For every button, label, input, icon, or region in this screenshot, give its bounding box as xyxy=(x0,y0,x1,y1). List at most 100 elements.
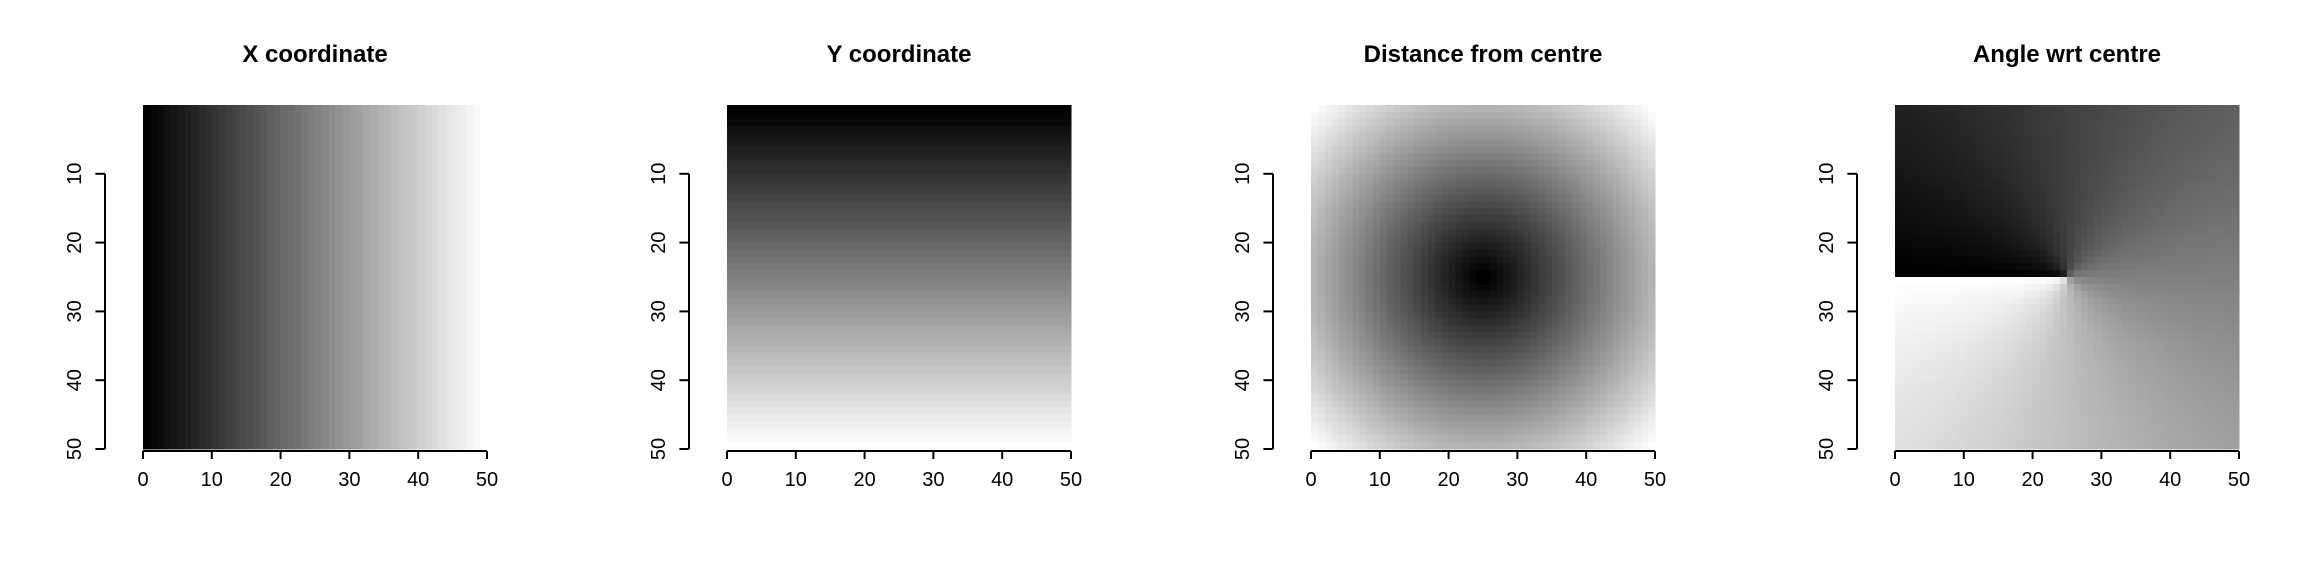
heatmap-cell xyxy=(885,325,893,333)
heatmap-cell xyxy=(301,270,309,278)
heatmap-cell xyxy=(473,166,481,175)
heatmap-cell xyxy=(1015,421,1024,429)
heatmap-cell xyxy=(995,400,1003,409)
heatmap-cell xyxy=(1022,304,1031,312)
heatmap-cell xyxy=(816,359,824,368)
heatmap-cell xyxy=(438,153,447,161)
heatmap-cell xyxy=(363,208,371,216)
heatmap-cell xyxy=(280,173,289,182)
heatmap-cell xyxy=(782,194,790,202)
heatmap-cell xyxy=(733,132,742,140)
heatmap-cell xyxy=(823,118,831,127)
heatmap-cell xyxy=(1036,277,1045,285)
heatmap-cell xyxy=(788,146,797,154)
heatmap-cell xyxy=(802,215,811,223)
heatmap-cell xyxy=(733,421,742,429)
heatmap-cell xyxy=(940,201,948,209)
heatmap-cell xyxy=(143,208,151,216)
heatmap-cell xyxy=(967,332,976,340)
heatmap-cell xyxy=(253,380,261,388)
heatmap-cell xyxy=(809,338,818,347)
heatmap-cell xyxy=(837,111,845,120)
heatmap-cell xyxy=(754,180,762,189)
heatmap-cell xyxy=(342,290,350,299)
heatmap-cell xyxy=(198,442,206,450)
heatmap-cell xyxy=(459,387,467,395)
heatmap-cell xyxy=(788,311,797,319)
heatmap-cell xyxy=(761,139,769,147)
heatmap-cell xyxy=(259,180,268,189)
heatmap-cell xyxy=(933,215,941,223)
heatmap-cell xyxy=(294,407,302,416)
heatmap-cell xyxy=(1043,173,1051,182)
heatmap-cell xyxy=(452,263,461,271)
heatmap-cell xyxy=(1050,201,1058,209)
heatmap-cell xyxy=(459,442,467,450)
heatmap-cell xyxy=(143,400,151,409)
heatmap-cell xyxy=(204,201,213,209)
heatmap-cell xyxy=(954,366,962,374)
heatmap-cell xyxy=(156,194,165,202)
heatmap-cell xyxy=(947,221,955,230)
heatmap-cell xyxy=(156,359,165,368)
heatmap-cell xyxy=(816,201,824,209)
heatmap-cell xyxy=(1057,111,1065,120)
heatmap-cell xyxy=(892,366,900,374)
heatmap-cell xyxy=(328,194,337,202)
heatmap-cell xyxy=(177,311,185,319)
heatmap-cell xyxy=(184,228,192,237)
heatmap-cell xyxy=(253,118,261,127)
heatmap-cell xyxy=(225,304,234,312)
heatmap-cell xyxy=(878,160,886,168)
heatmap-cell xyxy=(191,173,199,182)
heatmap-cell xyxy=(768,221,776,230)
heatmap-cell xyxy=(370,270,378,278)
heatmap-cell xyxy=(163,118,172,127)
heatmap-cell xyxy=(191,442,199,450)
heatmap-cell xyxy=(163,311,172,319)
heatmap-cell xyxy=(967,249,976,257)
heatmap-cell xyxy=(225,283,234,292)
heatmap-cell xyxy=(287,428,295,436)
heatmap-cell xyxy=(466,160,474,168)
heatmap-cell xyxy=(438,139,447,147)
heatmap-cell xyxy=(733,208,742,216)
heatmap-cell xyxy=(287,153,295,161)
heatmap-cell xyxy=(342,146,350,154)
heatmap-cell xyxy=(727,345,735,354)
heatmap-cell xyxy=(363,187,371,196)
heatmap-cell xyxy=(321,256,330,264)
heatmap-cell xyxy=(1043,366,1051,374)
heatmap-cell xyxy=(954,118,962,127)
heatmap-cell xyxy=(981,215,990,223)
heatmap-cell xyxy=(335,173,344,182)
heatmap-cell xyxy=(954,256,962,264)
heatmap-cell xyxy=(974,387,983,395)
heatmap-cell xyxy=(830,352,838,361)
heatmap-cell xyxy=(960,373,969,381)
heatmap-cell xyxy=(967,373,976,381)
heatmap-cell xyxy=(740,290,749,299)
heatmap-cell xyxy=(280,311,289,319)
heatmap-cell xyxy=(418,414,426,423)
heatmap-cell xyxy=(974,146,983,154)
heatmap-cell xyxy=(246,283,254,292)
heatmap-cell xyxy=(837,407,845,416)
heatmap-cell xyxy=(1022,194,1031,202)
heatmap-cell xyxy=(727,359,735,368)
heatmap-cell xyxy=(933,208,941,216)
heatmap-cell xyxy=(259,421,268,429)
heatmap-cell xyxy=(383,166,392,175)
heatmap-cell xyxy=(273,332,282,340)
heatmap-cell xyxy=(995,194,1003,202)
heatmap-cell xyxy=(892,256,900,264)
heatmap-cell xyxy=(775,153,783,161)
heatmap-cell xyxy=(239,187,247,196)
heatmap-cell xyxy=(204,132,213,140)
heatmap-cell xyxy=(287,173,295,182)
heatmap-cell xyxy=(452,187,461,196)
heatmap-cell xyxy=(211,359,220,368)
heatmap-cell xyxy=(761,332,769,340)
heatmap-cell xyxy=(418,421,426,429)
